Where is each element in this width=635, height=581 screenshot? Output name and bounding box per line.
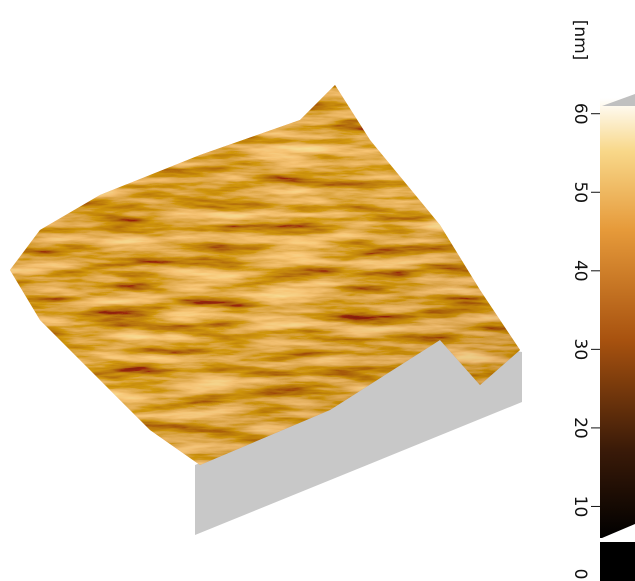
page: [nm] 0 10 20 30 40 50 60 (0, 0, 635, 581)
colorbar-tick-label: 20 (570, 417, 590, 439)
colorbar-tick-label: 10 (570, 496, 590, 518)
colorbar-tick-label: 0 (570, 569, 590, 580)
colorbar-unit: [nm] (570, 20, 590, 61)
colorbar-gradient (600, 98, 635, 538)
surface-plot (10, 85, 522, 535)
colorbar-bottom-block (600, 542, 635, 581)
colorbar-tick-label: 30 (570, 339, 590, 361)
colorbar-tick-label: 50 (570, 181, 590, 203)
colorbar-tick-label: 60 (570, 103, 590, 125)
colorbar: [nm] 0 10 20 30 40 50 60 (570, 20, 635, 581)
colorbar-tick-label: 40 (570, 260, 590, 282)
